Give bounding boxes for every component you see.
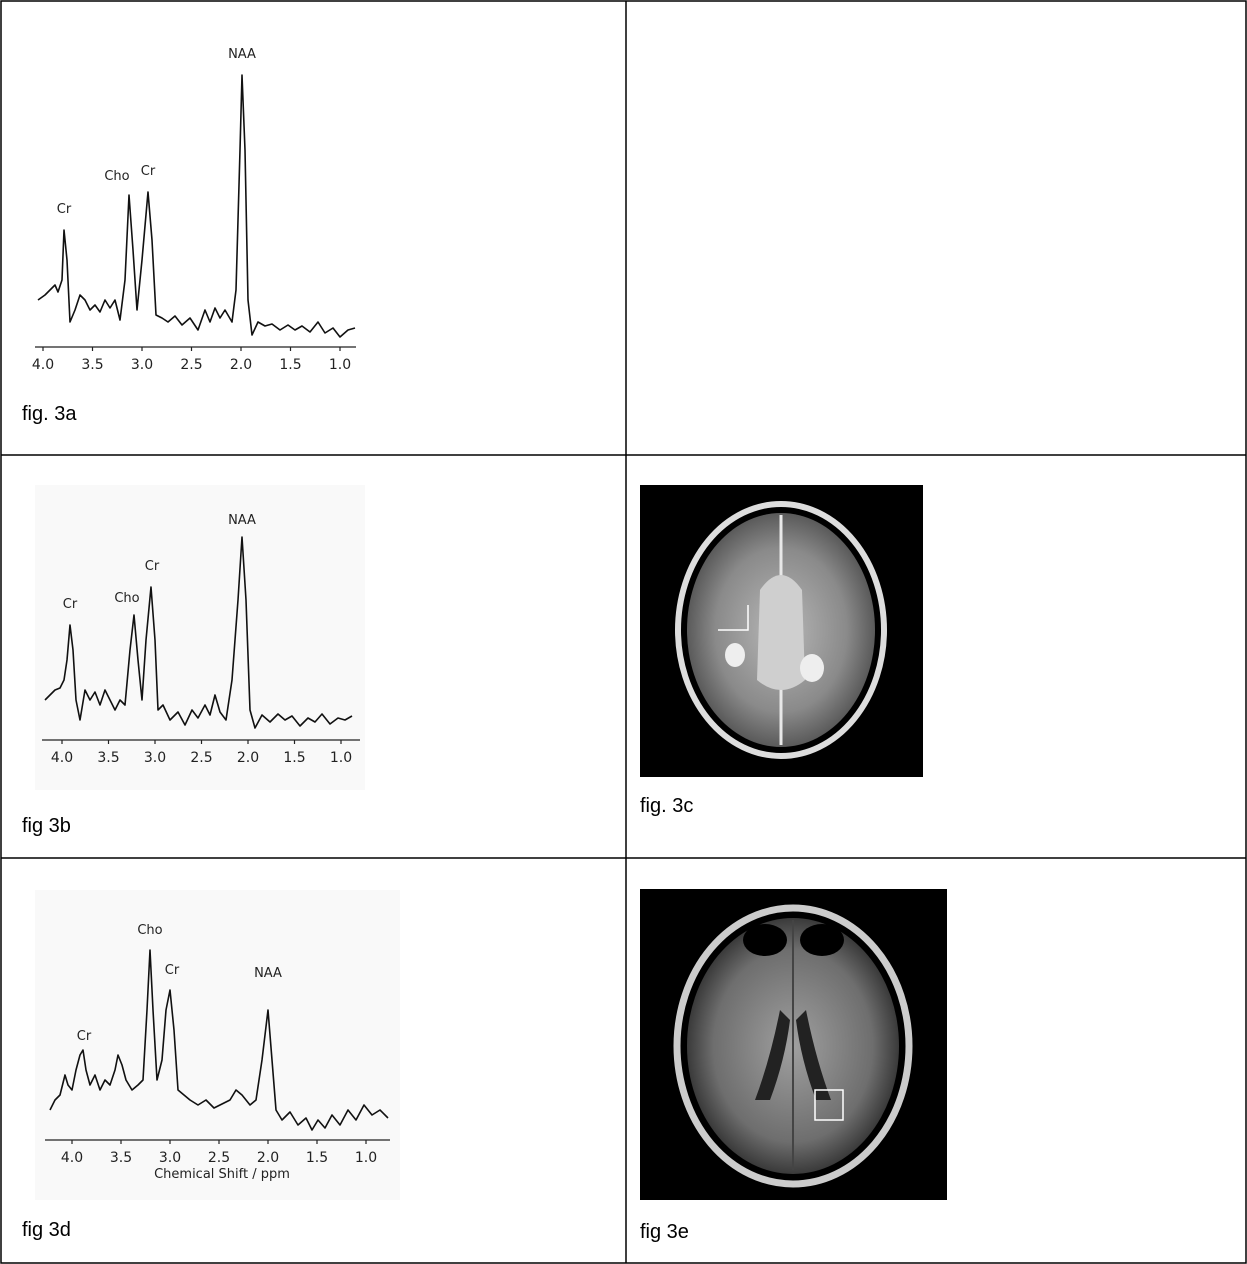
caption: fig 3d — [22, 1219, 71, 1241]
tick-label: 3.0 — [144, 750, 166, 766]
mri-image — [640, 485, 923, 777]
tick-label: 3.5 — [97, 750, 119, 766]
axis-label: Chemical Shift / ppm — [154, 1167, 290, 1182]
peak-label: Cho — [137, 923, 162, 938]
peak-label: Cr — [77, 1029, 92, 1044]
tick-label: 3.5 — [110, 1150, 132, 1166]
tick-label: 3.5 — [81, 357, 103, 373]
peak-label: Cr — [165, 963, 180, 978]
caption: fig 3e — [640, 1221, 689, 1243]
tick-label: 4.0 — [61, 1150, 83, 1166]
tick-label: 3.0 — [159, 1150, 181, 1166]
peak-label: Cr — [57, 202, 72, 217]
page: Cr Cho Cr NAA fig. 3a Cr Cho Cr NAA fig … — [0, 0, 1247, 1264]
peak-label: NAA — [228, 47, 256, 62]
tick-label: 2.5 — [180, 357, 202, 373]
tick-label: 2.5 — [208, 1150, 230, 1166]
tick-label: 2.0 — [237, 750, 259, 766]
mri-image — [640, 889, 947, 1200]
tick-label: 4.0 — [32, 357, 54, 373]
peak-label: Cr — [145, 559, 160, 574]
tick-label: 1.5 — [279, 357, 301, 373]
peak-label: Cr — [141, 164, 156, 179]
tick-label: 1.5 — [283, 750, 305, 766]
tick-label: 2.0 — [230, 357, 252, 373]
figure-background — [35, 485, 365, 790]
peak-label: Cho — [114, 591, 139, 606]
peak-label: Cho — [104, 169, 129, 184]
caption: fig. 3c — [640, 795, 693, 817]
peak-label: Cr — [63, 597, 78, 612]
spectrum-3a: Cr Cho Cr NAA — [35, 47, 356, 347]
tick-label: 1.0 — [355, 1150, 377, 1166]
tick-label: 1.0 — [329, 357, 351, 373]
tick-label: 1.5 — [306, 1150, 328, 1166]
tick-label: 1.0 — [330, 750, 352, 766]
tick-label: 2.5 — [190, 750, 212, 766]
tick-label: 2.0 — [257, 1150, 279, 1166]
tick-label: 3.0 — [131, 357, 153, 373]
tick-label: 4.0 — [51, 750, 73, 766]
caption: fig. 3a — [22, 403, 77, 425]
peak-label: NAA — [228, 513, 256, 528]
peak-label: NAA — [254, 966, 282, 981]
caption: fig 3b — [22, 815, 71, 837]
